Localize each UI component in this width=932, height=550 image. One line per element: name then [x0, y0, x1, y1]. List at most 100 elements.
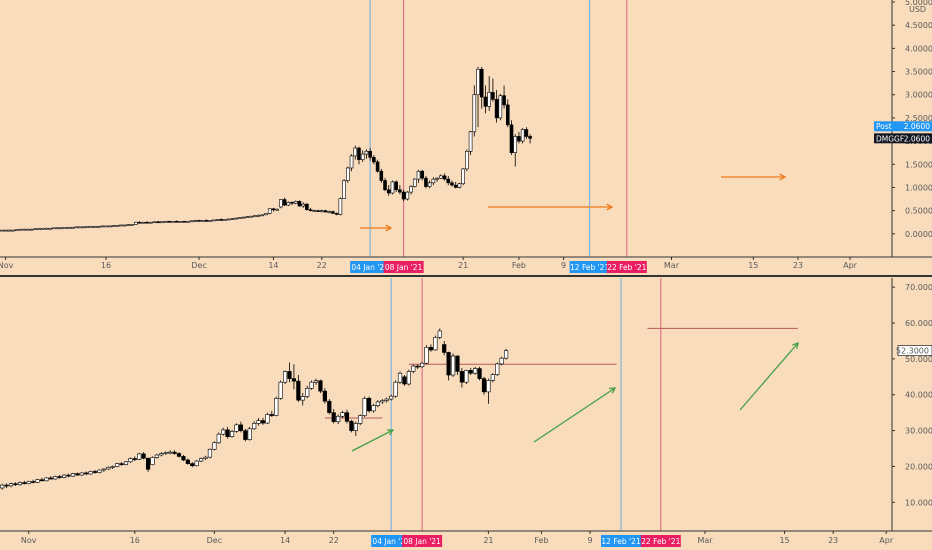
- pane0-candle-body: [174, 221, 179, 223]
- pane1-candle: [420, 361, 425, 368]
- pane1-candle-body: [291, 378, 297, 382]
- pane1-candle-body: [106, 466, 111, 470]
- pane1-candle: [282, 370, 288, 384]
- pane1-candle: [115, 462, 120, 468]
- pane1-candle: [322, 388, 327, 404]
- pane0-date-tag-label: 12 Feb '21: [570, 263, 609, 272]
- pane0-candle-body: [122, 224, 127, 227]
- pane1-candle-body: [415, 365, 420, 368]
- pane0-candle-body: [409, 186, 413, 193]
- pane1-candle-body: [119, 463, 124, 465]
- pane0-candle-body: [11, 229, 15, 232]
- pane1-candle: [247, 427, 252, 441]
- pane1-x-tick-label: Nov: [21, 536, 37, 545]
- pane1-x-tick-label: 16: [130, 536, 140, 545]
- pane0-candle: [453, 181, 458, 189]
- pane1-y-tick-label: 20.0000: [905, 462, 932, 471]
- pane0-candle: [29, 228, 34, 231]
- pane0-candle: [44, 227, 49, 230]
- pane1-candle-body: [481, 378, 487, 393]
- pane0-candle-body: [230, 218, 235, 220]
- pane0-candle: [189, 220, 194, 223]
- pane0-candle: [215, 218, 220, 221]
- pane0-candle: [107, 225, 112, 228]
- orange-trend-arrow: [360, 224, 393, 232]
- pane0-candle: [431, 177, 436, 186]
- pane1-candle-body: [282, 371, 288, 383]
- pane1-x-tick-label: Mar: [697, 536, 713, 545]
- green-trend-arrow-head: [792, 341, 799, 350]
- pane1-x-tick-label: 22: [329, 536, 339, 545]
- pane1-candle: [132, 456, 137, 462]
- pane0-candle-body: [215, 219, 220, 221]
- pane1-candle-body: [349, 420, 354, 431]
- pane1-candle-body: [300, 396, 305, 401]
- pane1-candle-body: [477, 368, 482, 379]
- pane0-candle-body: [249, 215, 253, 218]
- pane1-candle-body: [243, 430, 248, 440]
- pane1-x-tick-label: 23: [828, 536, 838, 545]
- pane0-candle-body: [483, 96, 488, 107]
- pane1-candle: [128, 457, 133, 463]
- pane0-candle: [498, 93, 503, 121]
- pane1-candle-body: [145, 457, 151, 470]
- pane0-candle-body: [439, 175, 443, 179]
- pane1-candle: [274, 396, 279, 417]
- pane1-candle: [380, 399, 385, 405]
- pane0-candle-body: [152, 221, 157, 224]
- pane1-candle: [477, 366, 482, 381]
- pane0-candle-body: [63, 227, 67, 229]
- pane1-candle-body: [428, 347, 434, 351]
- pane1-candle-body: [22, 482, 27, 484]
- pane0-candle: [197, 219, 201, 222]
- pane1-candle: [225, 427, 230, 439]
- pane1-candle-body: [446, 352, 451, 376]
- pane0-candle-body: [130, 224, 134, 226]
- pane0-candle-body: [52, 227, 56, 230]
- pane0-candle: [223, 218, 227, 221]
- pane1-candle-body: [397, 372, 403, 383]
- orange-trend-arrow: [488, 203, 614, 211]
- pane0-candle-body: [238, 217, 242, 219]
- pane0-candle-body: [115, 225, 119, 227]
- pane0-candle-body: [7, 229, 12, 232]
- pane0-candle: [494, 90, 499, 123]
- pane1-candle: [446, 351, 451, 381]
- pane0-candle-body: [349, 155, 354, 169]
- pane1-candle-body: [44, 477, 49, 482]
- pane0-candle: [293, 200, 298, 205]
- pane1-candle-body: [35, 479, 40, 483]
- pane1-candle-body: [238, 424, 243, 431]
- pane0-candle-body: [260, 214, 265, 217]
- green-trend-arrow-head: [608, 387, 617, 394]
- pane1-candle-body: [159, 453, 164, 456]
- pane1-candle-body: [464, 370, 469, 383]
- pane0-candle-body: [472, 94, 477, 133]
- pane0-candle-body: [126, 224, 131, 226]
- pane0-candle-body: [282, 199, 287, 206]
- pane0-candle: [286, 201, 291, 206]
- pane1-candle-body: [31, 481, 36, 483]
- pane1-candle: [486, 378, 491, 404]
- pane1-x-tick-label: 14: [280, 536, 290, 545]
- pane0-candle-body: [197, 220, 201, 222]
- pane1-candle: [22, 480, 27, 485]
- pane1-candle-body: [313, 380, 319, 383]
- pane0-candle-body: [96, 226, 101, 228]
- pane0-candle: [297, 200, 302, 207]
- pane1-candle: [402, 375, 407, 386]
- pane1-candle-body: [141, 453, 146, 459]
- pane1-candle: [442, 340, 447, 356]
- pane1-candle: [459, 367, 464, 388]
- pane1-candle: [212, 441, 217, 451]
- pane0-candle: [275, 208, 279, 211]
- pane1-candle: [75, 472, 80, 476]
- pane0-candle-body: [379, 170, 384, 181]
- green-trend-arrow-shaft: [533, 387, 616, 443]
- pane0-candle: [468, 130, 473, 155]
- pane1-candle-body: [260, 420, 266, 424]
- pane0-y-tick-label: 0.0000: [905, 230, 932, 239]
- pane0-candle: [349, 154, 354, 172]
- pane0-candle-body: [193, 220, 198, 222]
- pane0-candle: [174, 220, 179, 223]
